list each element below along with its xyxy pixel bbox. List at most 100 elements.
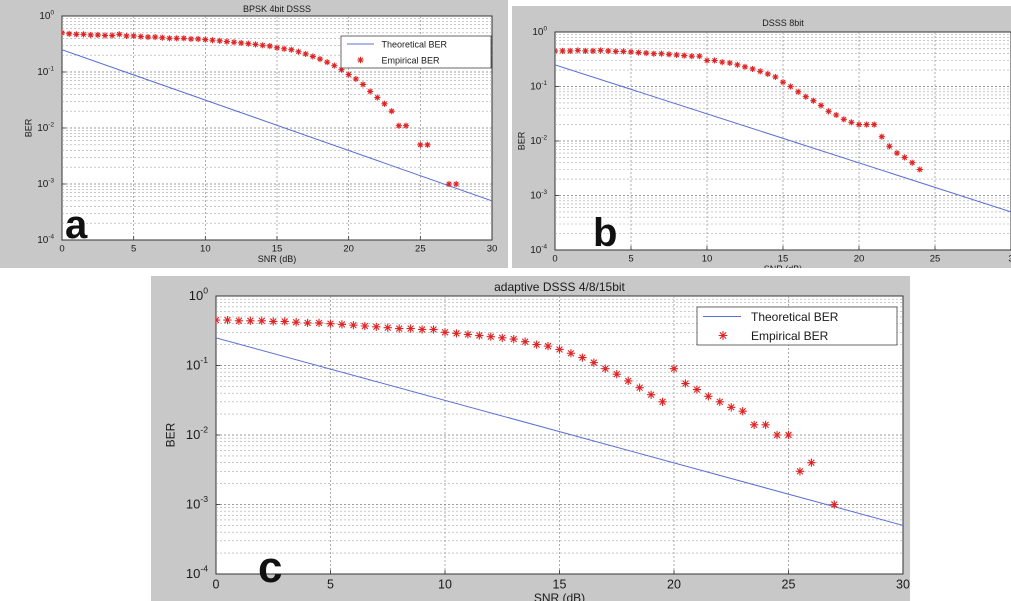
empirical-ber-point <box>574 47 581 54</box>
empirical-ber-point <box>825 108 832 115</box>
empirical-ber-point <box>643 50 650 57</box>
empirical-ber-point <box>726 59 733 67</box>
empirical-ber-point <box>696 53 703 60</box>
empirical-ber-point <box>281 45 288 52</box>
empirical-ber-point <box>787 83 794 90</box>
empirical-ber-point <box>784 430 793 440</box>
empirical-ber-point <box>80 31 87 38</box>
x-tick-label: 10 <box>702 254 713 265</box>
empirical-ber-point <box>509 334 518 344</box>
empirical-ber-point <box>848 119 855 126</box>
empirical-ber-point <box>66 30 73 37</box>
empirical-ber-point <box>635 49 642 56</box>
empirical-ber-point <box>559 47 566 54</box>
empirical-ber-point <box>280 317 289 326</box>
empirical-ber-point <box>738 407 747 416</box>
empirical-ber-point <box>840 116 847 123</box>
empirical-ber-point <box>909 159 916 166</box>
y-tick-label: 10-2 <box>37 121 54 134</box>
figure-panel-c: adaptive DSSS 4/8/15bit 0 5 10 15 20 25 30 SNR (… <box>151 276 910 601</box>
x-tick-label: 0 <box>59 244 64 255</box>
empirical-ber-point <box>73 31 80 38</box>
empirical-ber-point <box>230 39 238 46</box>
chart-title: adaptive DSSS 4/8/15bit <box>494 280 625 294</box>
empirical-ber-point <box>521 337 530 346</box>
x-tick-label: 5 <box>131 244 136 255</box>
empirical-ber-point <box>878 133 885 140</box>
empirical-ber-point <box>589 358 598 367</box>
y-tick-label: 10-3 <box>530 189 547 202</box>
empirical-ber-point <box>750 420 759 429</box>
empirical-ber-point <box>871 121 878 128</box>
chart-title: BPSK 4bit DSSS <box>243 4 311 14</box>
empirical-ber-point <box>152 34 159 41</box>
y-tick-label: 100 <box>189 286 208 303</box>
x-tick-label: 10 <box>200 244 211 255</box>
empirical-ber-point <box>123 32 130 40</box>
empirical-ber-point <box>109 32 116 39</box>
legend-swatch-marker <box>357 56 364 64</box>
theoretical-ber-line <box>62 49 492 202</box>
empirical-ber-point <box>601 364 610 373</box>
x-tick-label: 20 <box>854 254 865 265</box>
empirical-ber-point <box>555 345 564 354</box>
empirical-ber-point <box>180 35 187 42</box>
empirical-ber-point <box>582 47 589 54</box>
empirical-ber-point <box>216 37 223 44</box>
x-tick-label: 10 <box>438 578 452 592</box>
empirical-ber-point <box>202 36 209 43</box>
panel-letter: c <box>258 543 282 592</box>
x-tick-label: 30 <box>487 244 498 255</box>
empirical-ber-point <box>612 48 619 55</box>
empirical-ber-point <box>807 458 816 467</box>
x-tick-label: 0 <box>213 578 220 592</box>
empirical-ber-point <box>187 35 195 42</box>
legend: Theoretical BER Empirical BER <box>696 306 898 346</box>
panel-letter: b <box>593 211 617 255</box>
y-tick-label: 10-2 <box>186 425 208 442</box>
empirical-ber-point <box>440 328 450 337</box>
empirical-ber-point <box>395 122 402 129</box>
empirical-ber-point <box>830 500 839 509</box>
x-tick-label: 5 <box>628 254 633 265</box>
empirical-ber-point <box>624 376 633 386</box>
empirical-ber-point <box>402 122 410 129</box>
empirical-ber-point <box>273 44 281 51</box>
y-tick-label: 100 <box>39 9 54 22</box>
grid <box>555 32 1011 250</box>
empirical-ber-point <box>620 48 627 55</box>
empirical-ber-point <box>144 34 152 41</box>
empirical-ber-point <box>893 150 901 157</box>
empirical-ber-point <box>316 56 324 63</box>
empirical-ber-point <box>658 50 665 57</box>
empirical-ber-point <box>719 59 726 66</box>
empirical-ber-point <box>238 39 245 47</box>
empirical-ber-point <box>62 29 66 36</box>
x-tick-label: 15 <box>272 244 283 255</box>
y-axis-label: BER <box>516 131 526 150</box>
empirical-ber-point <box>381 100 388 107</box>
empirical-ber-point <box>195 35 202 42</box>
empirical-ber-point <box>159 34 166 41</box>
empirical-ber-point <box>292 318 301 327</box>
empirical-ber-point <box>589 47 597 54</box>
y-tick-label: 10-1 <box>186 355 208 372</box>
empirical-ber-point <box>288 46 295 53</box>
y-tick-label: 10-2 <box>530 134 547 147</box>
x-axis-label: SNR (dB) <box>764 264 803 268</box>
empirical-ber-point <box>388 108 395 115</box>
empirical-ber-point <box>543 341 553 351</box>
empirical-ber-point <box>246 316 255 325</box>
legend-label: Empirical BER <box>751 329 829 343</box>
legend: Theoretical BER Empirical BER <box>340 35 492 69</box>
empirical-ber-point <box>453 180 460 188</box>
empirical-ber-point <box>764 70 771 77</box>
empirical-ber-point <box>360 321 369 331</box>
empirical-ber-point <box>337 320 347 329</box>
empirical-ber-point <box>810 97 817 104</box>
empirical-ber-point <box>209 37 216 44</box>
empirical-ber-point <box>94 31 101 38</box>
x-tick-label: 5 <box>327 578 334 592</box>
panel-letter: a <box>65 203 88 247</box>
empirical-ber-point <box>669 364 679 373</box>
